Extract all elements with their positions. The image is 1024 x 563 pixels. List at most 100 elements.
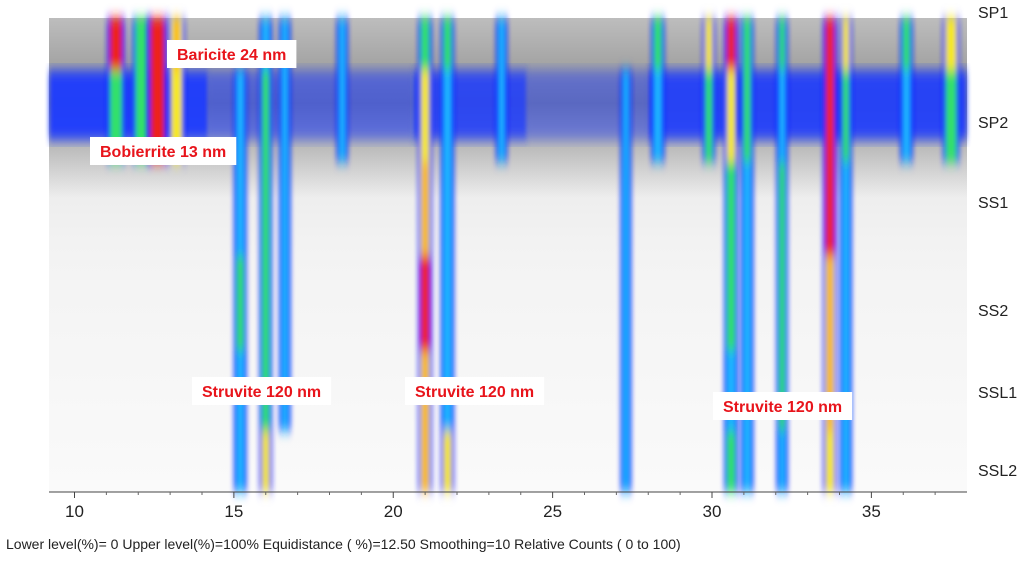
- peak-core: [421, 18, 430, 70]
- peak-core: [443, 70, 452, 162]
- row-label-ss1: SS1: [978, 195, 1008, 212]
- peak-core: [705, 70, 713, 162]
- peak-core: [623, 351, 629, 431]
- row-label-sp2: SP2: [978, 115, 1008, 132]
- peak-core: [236, 70, 244, 162]
- peak-core: [443, 431, 452, 492]
- peak-16: [776, 18, 788, 492]
- peak-core: [842, 351, 850, 431]
- peak-center: [828, 256, 831, 351]
- peak-6: [279, 18, 291, 431]
- peak-center: [424, 256, 427, 351]
- peak-center: [828, 351, 831, 431]
- row-label-ssl1: SSL1: [978, 385, 1017, 402]
- peak-18: [839, 18, 853, 492]
- peak-core: [902, 18, 910, 70]
- peak-9: [440, 18, 455, 492]
- peak-core: [842, 18, 850, 70]
- peak-12: [651, 18, 665, 162]
- peak-core: [443, 18, 452, 70]
- annotation-box: [192, 377, 332, 405]
- peak-core: [282, 70, 288, 162]
- peak-20: [942, 18, 960, 162]
- annotation-0: Baricite 24 nm: [167, 40, 297, 68]
- x-tick-label: 25: [543, 502, 562, 521]
- peak-center: [114, 18, 117, 70]
- peak-center: [828, 162, 831, 256]
- peak-center: [424, 162, 427, 256]
- chart-footer-text: Lower level(%)= 0 Upper level(%)=100% Eq…: [6, 536, 681, 552]
- peak-core: [623, 162, 629, 256]
- annotation-label: Struvite 120 nm: [723, 399, 842, 416]
- peak-15: [740, 18, 754, 492]
- x-tick-label: 10: [65, 502, 84, 521]
- peak-core: [262, 70, 270, 162]
- peak-14: [724, 18, 739, 492]
- peak-core: [135, 18, 148, 70]
- peak-center: [156, 70, 159, 162]
- peak-core: [743, 162, 751, 256]
- peak-center: [730, 18, 733, 70]
- peak-core: [236, 431, 244, 492]
- peak-19: [899, 18, 913, 162]
- peak-core: [171, 70, 182, 162]
- peak-center: [424, 431, 427, 492]
- row-label-ss2: SS2: [978, 303, 1008, 320]
- peak-core: [421, 70, 430, 162]
- peak-11: [620, 70, 632, 492]
- annotation-label: Baricite 24 nm: [177, 47, 286, 64]
- peak-7: [336, 18, 349, 162]
- peak-10: [495, 18, 508, 162]
- peak-core: [825, 431, 835, 492]
- peak-core: [654, 18, 662, 70]
- peak-8: [418, 18, 433, 492]
- peak-core: [902, 70, 910, 162]
- peak-center: [828, 18, 831, 70]
- peak-core: [727, 431, 736, 492]
- peak-center: [156, 18, 159, 70]
- peak-core: [743, 18, 751, 70]
- peak-core: [623, 256, 629, 351]
- peak-core: [339, 18, 346, 70]
- peak-core: [443, 162, 452, 256]
- peak-core: [498, 18, 505, 70]
- peak-core: [282, 162, 288, 256]
- peak-core: [842, 431, 850, 492]
- annotation-4: Struvite 120 nm: [713, 392, 853, 420]
- x-axis-ticks: 10 15 20 25 30 35: [65, 492, 936, 521]
- peak-core: [779, 162, 785, 256]
- peak-core: [236, 162, 244, 256]
- peak-core: [779, 256, 785, 351]
- peak-core: [842, 70, 850, 162]
- annotation-3: Struvite 120 nm: [405, 377, 545, 405]
- peak-core: [262, 431, 270, 492]
- peak-core: [743, 351, 751, 431]
- peak-core: [262, 256, 270, 351]
- peak-core: [236, 256, 244, 351]
- row-label-sp1: SP1: [978, 5, 1008, 22]
- peak-core: [705, 18, 713, 70]
- annotation-label: Struvite 120 nm: [202, 384, 321, 401]
- annotation-label: Bobierrite 13 nm: [100, 144, 226, 161]
- annotation-box: [167, 40, 297, 68]
- annotations-layer: Baricite 24 nm Bobierrite 13 nm Struvite 1…: [90, 40, 853, 420]
- peak-17: [822, 18, 838, 492]
- peak-4: [233, 70, 247, 492]
- peak-5: [259, 18, 273, 492]
- row-label-ssl2: SSL2: [978, 463, 1017, 480]
- peak-core: [743, 70, 751, 162]
- x-tick-label: 15: [224, 502, 243, 521]
- peak-core: [727, 351, 736, 431]
- peak-core: [945, 18, 957, 70]
- annotation-box: [713, 392, 853, 420]
- x-tick-label: 35: [862, 502, 881, 521]
- peak-core: [743, 256, 751, 351]
- annotation-2: Struvite 120 nm: [192, 377, 332, 405]
- peak-core: [779, 70, 785, 162]
- x-tick-label: 30: [703, 502, 722, 521]
- peak-core: [498, 70, 505, 162]
- annotation-label: Struvite 120 nm: [415, 384, 534, 401]
- sp-band-segment: [648, 70, 967, 140]
- peak-core: [339, 70, 346, 162]
- peak-core: [779, 18, 785, 70]
